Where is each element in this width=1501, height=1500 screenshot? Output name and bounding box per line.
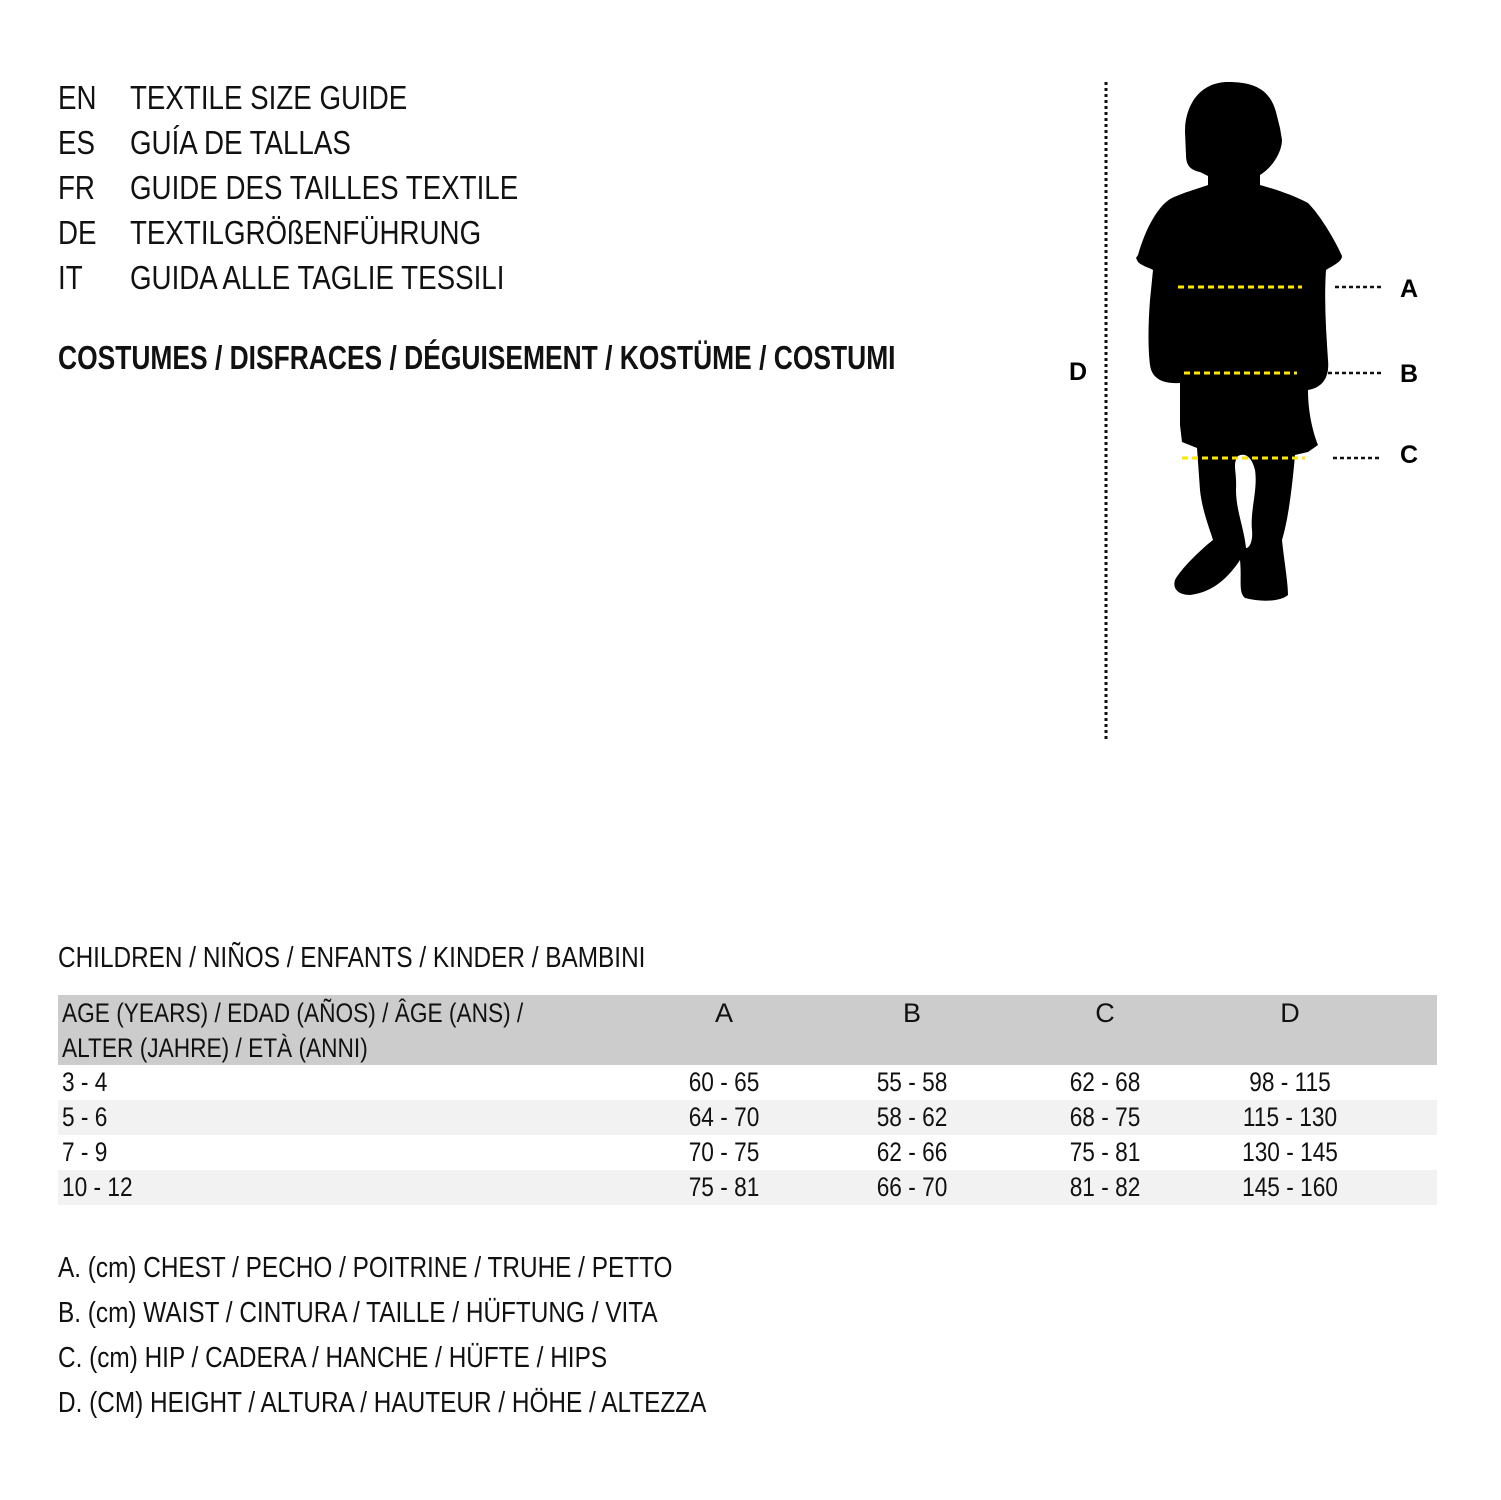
label-b: B (1400, 360, 1418, 388)
cell-text: 115 - 130 (1242, 1102, 1338, 1132)
label-d: D (1069, 358, 1087, 386)
lang-code: EN (58, 79, 97, 116)
header-age-2: ALTER (JAHRE) / ETÀ (ANNI) (62, 1031, 426, 1066)
table-row: 10 - 12 75 - 81 66 - 70 81 - 82 145 - 160 (58, 1170, 1437, 1205)
cell-age: 10 - 12 (62, 1170, 146, 1205)
cell-c: 75 - 81 (1063, 1135, 1147, 1170)
legend-b: B. (cm) WAIST / CINTURA / TAILLE / HÜFTU… (58, 1295, 772, 1331)
legend-text: D. (CM) HEIGHT / ALTURA / HAUTEUR / HÖHE… (58, 1387, 707, 1419)
table-row: 7 - 9 70 - 75 62 - 66 75 - 81 130 - 145 (58, 1135, 1437, 1170)
legend-text: C. (cm) HIP / CADERA / HANCHE / HÜFTE / … (58, 1342, 608, 1374)
cell-a: 70 - 75 (682, 1135, 766, 1170)
title-text: TEXTILGRÖßENFÜHRUNG (130, 214, 482, 251)
cell-text: 58 - 62 (876, 1102, 948, 1132)
cell-b: 58 - 62 (870, 1100, 954, 1135)
table-caption: CHILDREN / NIÑOS / ENFANTS / KINDER / BA… (58, 940, 757, 976)
title-text: GUIDE DES TAILLES TEXTILE (130, 169, 519, 206)
cell-b: 55 - 58 (870, 1065, 954, 1100)
caption-text: CHILDREN / NIÑOS / ENFANTS / KINDER / BA… (58, 942, 646, 974)
legend-c: C. (cm) HIP / CADERA / HANCHE / HÜFTE / … (58, 1340, 712, 1376)
header-b: B (902, 998, 922, 1028)
cell-age: 5 - 6 (62, 1100, 116, 1135)
cell-a: 75 - 81 (682, 1170, 766, 1205)
header-age-line1: AGE (YEARS) / EDAD (AÑOS) / ÂGE (ANS) / (62, 998, 524, 1028)
header-d: D (1280, 998, 1300, 1028)
table-row: 3 - 4 60 - 65 55 - 58 62 - 68 98 - 115 (58, 1065, 1437, 1100)
label-c: C (1400, 441, 1418, 469)
legend-d: D. (CM) HEIGHT / ALTURA / HAUTEUR / HÖHE… (58, 1385, 830, 1421)
cell-text: 55 - 58 (876, 1067, 948, 1097)
cell-text: 10 - 12 (62, 1172, 133, 1202)
cell-d: 98 - 115 (1241, 1065, 1338, 1100)
label-a: A (1400, 275, 1418, 303)
cell-text: 62 - 68 (1069, 1067, 1141, 1097)
header-age-line2: ALTER (JAHRE) / ETÀ (ANNI) (62, 1033, 368, 1063)
cell-c: 81 - 82 (1063, 1170, 1147, 1205)
lang-code: DE (58, 214, 97, 251)
title-text: GUIDA ALLE TAGLIE TESSILI (130, 259, 505, 296)
cell-text: 98 - 115 (1249, 1067, 1331, 1097)
title-text: TEXTILE SIZE GUIDE (130, 79, 408, 116)
cell-text: 3 - 4 (62, 1067, 108, 1097)
cell-text: 7 - 9 (62, 1137, 108, 1167)
child-silhouette-icon (1136, 82, 1342, 601)
cell-text: 75 - 81 (1069, 1137, 1141, 1167)
table-header: AGE (YEARS) / EDAD (AÑOS) / ÂGE (ANS) / … (58, 995, 1437, 1065)
cell-text: 60 - 65 (688, 1067, 760, 1097)
header-a: A (714, 998, 734, 1028)
lang-code: FR (58, 169, 95, 206)
lang-code: IT (58, 259, 83, 296)
cell-d: 115 - 130 (1234, 1100, 1346, 1135)
category-text: COSTUMES / DISFRACES / DÉGUISEMENT / KOS… (58, 339, 896, 376)
legend-text: A. (cm) CHEST / PECHO / POITRINE / TRUHE… (58, 1252, 673, 1284)
cell-a: 64 - 70 (682, 1100, 766, 1135)
cell-d: 145 - 160 (1233, 1170, 1347, 1205)
size-table: AGE (YEARS) / EDAD (AÑOS) / ÂGE (ANS) / … (58, 995, 1437, 1205)
cell-text: 145 - 160 (1242, 1172, 1338, 1202)
cell-text: 81 - 82 (1069, 1172, 1141, 1202)
cell-text: 5 - 6 (62, 1102, 108, 1132)
title-text: GUÍA DE TALLAS (130, 124, 351, 161)
cell-text: 64 - 70 (688, 1102, 760, 1132)
cell-age: 7 - 9 (62, 1135, 116, 1170)
cell-c: 68 - 75 (1063, 1100, 1147, 1135)
category-heading: COSTUMES / DISFRACES / DÉGUISEMENT / KOS… (58, 338, 1105, 378)
cell-b: 66 - 70 (870, 1170, 954, 1205)
header-c: C (1095, 998, 1115, 1028)
cell-text: 66 - 70 (876, 1172, 948, 1202)
cell-text: 130 - 145 (1242, 1137, 1338, 1167)
child-silhouette-figure: D A B C (1069, 82, 1418, 742)
cell-age: 3 - 4 (62, 1065, 116, 1100)
cell-text: 70 - 75 (688, 1137, 760, 1167)
cell-c: 62 - 68 (1063, 1065, 1147, 1100)
legend-text: B. (cm) WAIST / CINTURA / TAILLE / HÜFTU… (58, 1297, 658, 1329)
cell-b: 62 - 66 (870, 1135, 954, 1170)
header-age: AGE (YEARS) / EDAD (AÑOS) / ÂGE (ANS) / (62, 996, 611, 1031)
cell-text: 75 - 81 (688, 1172, 760, 1202)
cell-d: 130 - 145 (1233, 1135, 1347, 1170)
cell-text: 68 - 75 (1069, 1102, 1141, 1132)
cell-a: 60 - 65 (682, 1065, 766, 1100)
lang-code: ES (58, 124, 95, 161)
table-row: 5 - 6 64 - 70 58 - 62 68 - 75 115 - 130 (58, 1100, 1437, 1135)
cell-text: 62 - 66 (876, 1137, 948, 1167)
legend-a: A. (cm) CHEST / PECHO / POITRINE / TRUHE… (58, 1250, 790, 1286)
